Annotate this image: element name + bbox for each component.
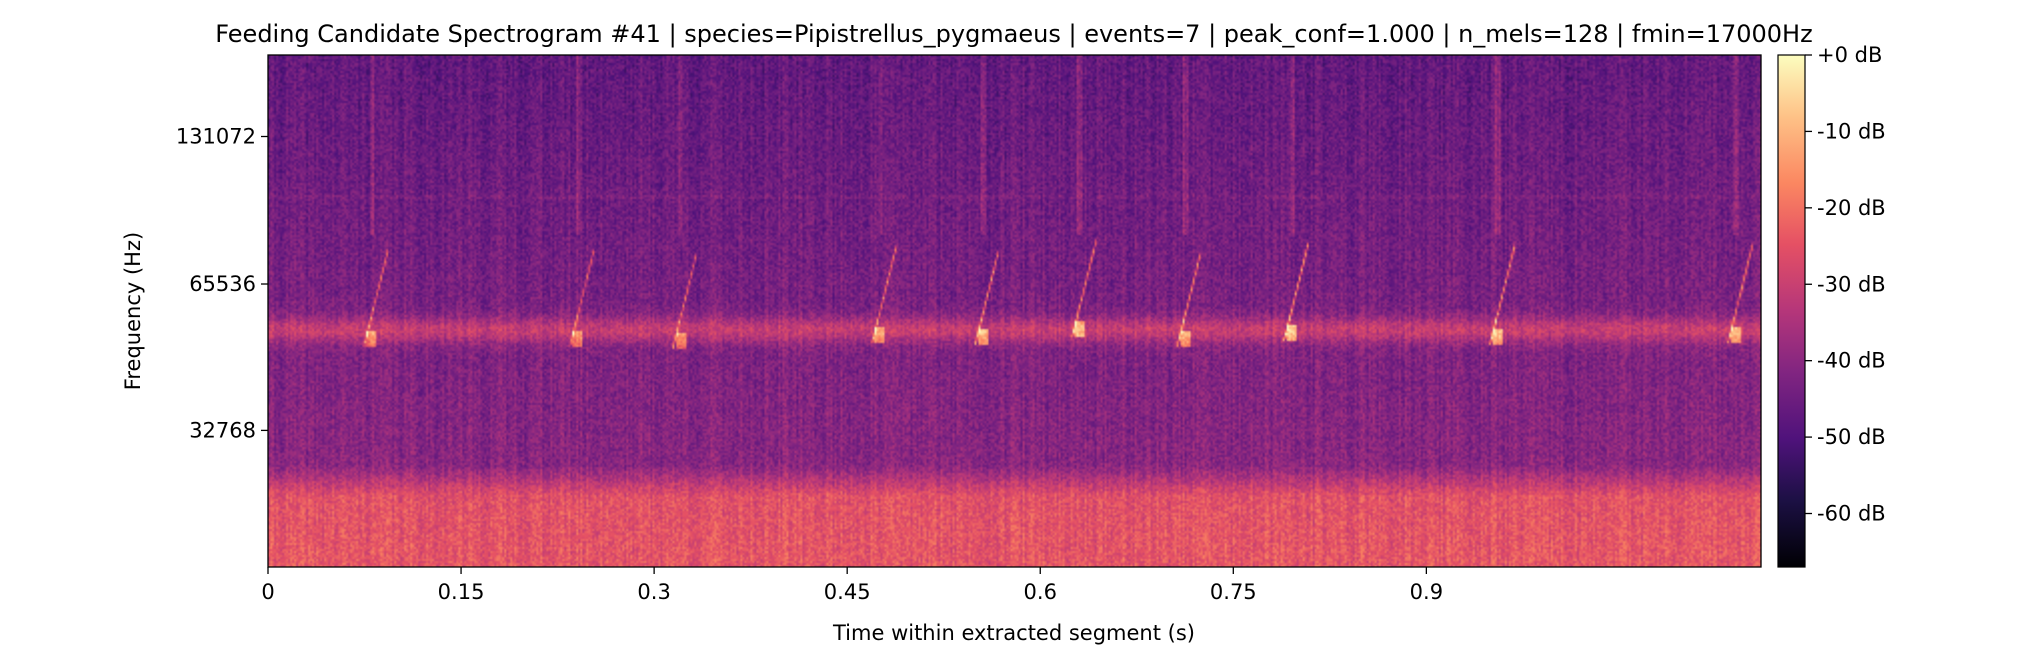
plot-frame bbox=[267, 54, 1762, 568]
chart-title: Feeding Candidate Spectrogram #41 | spec… bbox=[215, 20, 1812, 48]
colorbar-ticks: +0 dB -10 dB -20 dB -30 dB -40 dB -50 dB -60 d… bbox=[1805, 43, 1886, 526]
x-axis: 0 0.15 0.3 0.45 0.6 0.75 0.9 bbox=[261, 567, 1443, 604]
colorbar: +0 dB -10 dB -20 dB -30 dB -40 dB -50 dB -60 d… bbox=[1777, 43, 1886, 568]
x-tick-label: 0.75 bbox=[1210, 580, 1257, 604]
colorbar-tick-label: -40 dB bbox=[1817, 349, 1886, 373]
colorbar-tick-label: +0 dB bbox=[1817, 43, 1882, 67]
x-tick-label: 0 bbox=[261, 580, 274, 604]
colorbar-tick-label: -50 dB bbox=[1817, 425, 1886, 449]
spectrogram-image bbox=[268, 55, 1761, 567]
colorbar-tick-label: -60 dB bbox=[1817, 502, 1886, 526]
y-tick-label: 65536 bbox=[189, 272, 256, 296]
y-tick-label: 32768 bbox=[189, 418, 256, 442]
plot-area bbox=[267, 54, 1762, 568]
x-tick-label: 0.45 bbox=[824, 580, 871, 604]
y-axis-label: Frequency (Hz) bbox=[121, 232, 145, 390]
colorbar-gradient bbox=[1777, 54, 1806, 568]
x-tick-label: 0.6 bbox=[1024, 580, 1057, 604]
colorbar-tick-label: -10 dB bbox=[1817, 119, 1886, 143]
colorbar-tick-label: -20 dB bbox=[1817, 196, 1886, 220]
x-tick-label: 0.9 bbox=[1410, 580, 1443, 604]
x-tick-label: 0.15 bbox=[438, 580, 485, 604]
y-tick-label: 131072 bbox=[176, 125, 256, 149]
x-axis-label: Time within extracted segment (s) bbox=[832, 621, 1195, 645]
x-tick-label: 0.3 bbox=[637, 580, 670, 604]
colorbar-tick-label: -30 dB bbox=[1817, 272, 1886, 296]
y-axis: 32768 65536 131072 bbox=[176, 125, 268, 442]
